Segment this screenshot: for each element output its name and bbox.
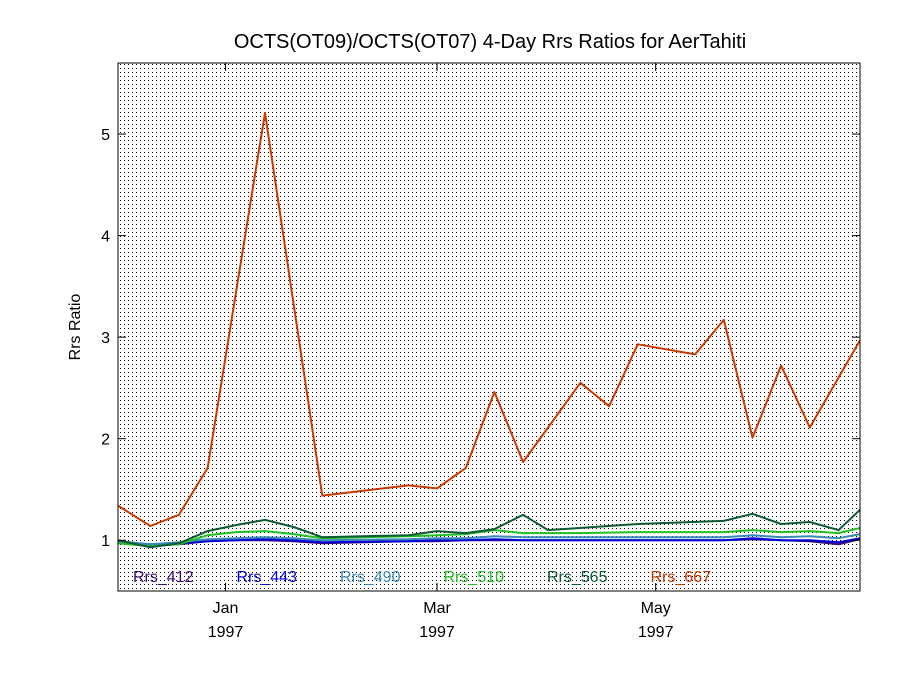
legend: Rrs_412 Rrs_443 Rrs_490 Rrs_510 Rrs_565 Rrs_6… bbox=[133, 569, 711, 586]
chart-title: OCTS(OT09)/OCTS(OT07) 4-Day Rrs Ratios f… bbox=[234, 31, 746, 53]
series-line-rrs-667 bbox=[117, 111, 861, 527]
x-axis: Jan 1997 Mar 1997 May 1997 bbox=[208, 63, 674, 641]
y-axis: 1 2 3 4 5 bbox=[101, 127, 860, 550]
plot-frame bbox=[117, 62, 861, 592]
x-tick-label-month: Jan bbox=[213, 600, 239, 617]
x-tick-label-year: 1997 bbox=[419, 624, 455, 641]
legend-rrs-667: Rrs_667 bbox=[651, 569, 712, 586]
plot-grid bbox=[118, 63, 860, 591]
series-layer bbox=[117, 111, 861, 549]
y-tick-label: 5 bbox=[101, 127, 110, 144]
y-tick-label: 4 bbox=[101, 229, 110, 246]
series-line-rrs-510 bbox=[117, 527, 861, 548]
series-line-rrs-443 bbox=[117, 537, 861, 546]
legend-rrs-490: Rrs_490 bbox=[340, 569, 401, 586]
series-line-rrs-565 bbox=[117, 509, 861, 549]
x-tick-label-month: Mar bbox=[423, 600, 451, 617]
legend-rrs-565: Rrs_565 bbox=[547, 569, 608, 586]
y-tick-label: 1 bbox=[101, 533, 110, 550]
legend-rrs-510: Rrs_510 bbox=[444, 569, 505, 586]
x-tick-label-month: May bbox=[641, 600, 671, 617]
y-tick-label: 2 bbox=[101, 432, 110, 449]
legend-rrs-412: Rrs_412 bbox=[133, 569, 194, 586]
y-axis-label: Rrs Ratio bbox=[67, 294, 84, 361]
x-tick-label-year: 1997 bbox=[208, 624, 244, 641]
x-tick-label-year: 1997 bbox=[638, 624, 674, 641]
y-tick-label: 3 bbox=[101, 330, 110, 347]
series-line-rrs-490 bbox=[117, 533, 861, 546]
legend-rrs-443: Rrs_443 bbox=[237, 569, 298, 586]
